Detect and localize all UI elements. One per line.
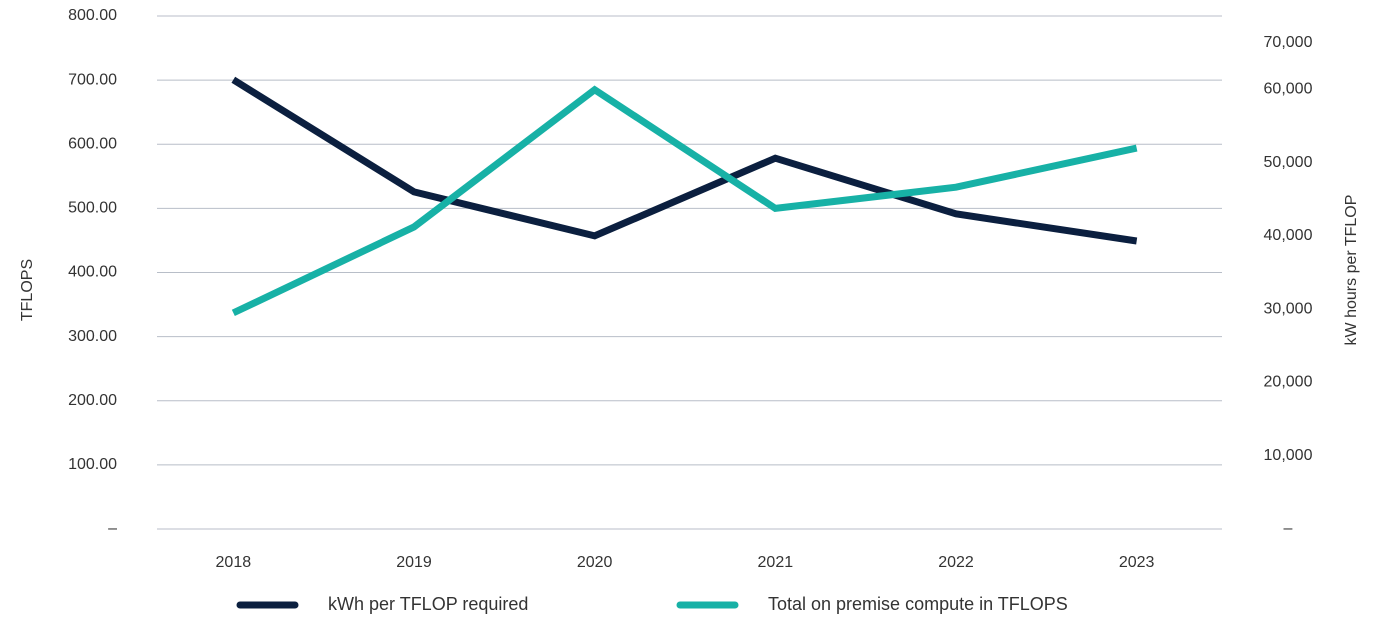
y2-tick-label: 10,000 xyxy=(1264,447,1313,464)
y-tick-label: 800.00 xyxy=(68,7,117,24)
x-tick-label: 2019 xyxy=(396,554,432,571)
y-tick-label: 400.00 xyxy=(68,264,117,281)
y2-tick-label: 50,000 xyxy=(1264,154,1313,171)
x-tick-label: 2020 xyxy=(577,554,613,571)
y2-tick-label: 60,000 xyxy=(1264,81,1313,98)
x-tick-label: 2021 xyxy=(758,554,794,571)
y-tick-label: – xyxy=(108,520,117,537)
y2-tick-label: 20,000 xyxy=(1264,374,1313,391)
x-tick-label: 2022 xyxy=(938,554,974,571)
x-tick-label: 2023 xyxy=(1119,554,1155,571)
y-axis-title: TFLOPS xyxy=(19,259,36,321)
y-tick-label: 200.00 xyxy=(68,392,117,409)
legend-label: kWh per TFLOP required xyxy=(328,594,528,614)
y2-tick-label: 70,000 xyxy=(1264,34,1313,51)
y-tick-label: 600.00 xyxy=(68,135,117,152)
y2-tick-label: 30,000 xyxy=(1264,300,1313,317)
y-tick-label: 500.00 xyxy=(68,200,117,217)
data-line xyxy=(231,76,1138,245)
y2-tick-label: – xyxy=(1284,520,1293,537)
y-tick-label: 100.00 xyxy=(68,456,117,473)
y-tick-label: 300.00 xyxy=(68,328,117,345)
y2-tick-label: 40,000 xyxy=(1264,227,1313,244)
legend-label: Total on premise compute in TFLOPS xyxy=(768,594,1068,614)
x-tick-label: 2018 xyxy=(216,554,252,571)
y2-axis-title: kW hours per TFLOP xyxy=(1343,195,1360,346)
y-tick-label: 700.00 xyxy=(68,71,117,88)
data-line xyxy=(231,85,1138,317)
